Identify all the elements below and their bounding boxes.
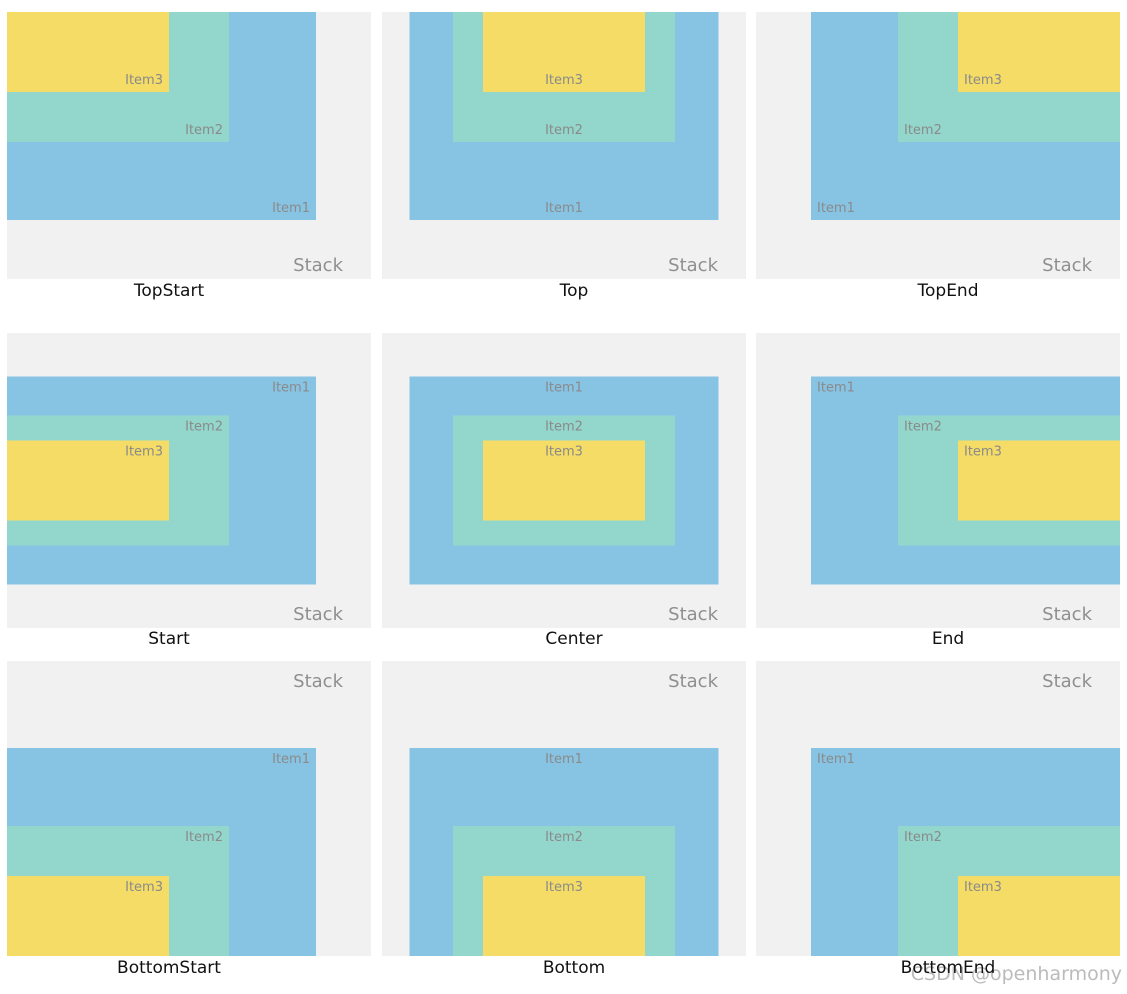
stack-item [7, 440, 169, 521]
item-label: Item2 [904, 123, 942, 138]
item-label: Item2 [545, 420, 583, 435]
stack-item [7, 12, 169, 92]
item-label: Item3 [125, 880, 163, 895]
stack-item [483, 12, 645, 92]
stack-item [958, 876, 1120, 956]
stack-label: Stack [1042, 604, 1092, 625]
stack-label: Stack [293, 671, 343, 692]
stack-item [483, 876, 645, 956]
stack-label: Stack [293, 255, 343, 276]
stack-label: Stack [668, 255, 718, 276]
item-label: Item1 [545, 752, 583, 767]
item-label: Item1 [817, 201, 855, 216]
item-label: Item3 [545, 880, 583, 895]
item-label: Item2 [185, 123, 223, 138]
stack-label: Stack [668, 604, 718, 625]
stack-item [7, 876, 169, 956]
item-label: Item3 [125, 445, 163, 460]
stack-label: Stack [1042, 255, 1092, 276]
item-label: Item3 [964, 880, 1002, 895]
item-label: Item1 [545, 381, 583, 396]
stack-item [483, 440, 645, 521]
stack-label: Stack [293, 604, 343, 625]
stack-label: Stack [668, 671, 718, 692]
item-label: Item3 [125, 73, 163, 88]
caption: BottomStart [117, 958, 221, 978]
item-label: Item2 [545, 830, 583, 845]
item-label: Item1 [817, 381, 855, 396]
item-label: Item2 [904, 420, 942, 435]
item-label: Item1 [272, 381, 310, 396]
item-label: Item1 [272, 201, 310, 216]
item-label: Item3 [964, 73, 1002, 88]
caption: End [932, 629, 964, 649]
caption: Top [559, 281, 589, 301]
item-label: Item1 [272, 752, 310, 767]
caption: TopEnd [917, 281, 979, 301]
item-label: Item2 [185, 420, 223, 435]
item-label: Item3 [545, 445, 583, 460]
item-label: Item1 [817, 752, 855, 767]
item-label: Item2 [545, 123, 583, 138]
caption: Bottom [543, 958, 605, 978]
watermark: CSDN @openharmony [911, 963, 1122, 985]
caption: Start [148, 629, 190, 649]
item-label: Item3 [545, 73, 583, 88]
stack-label: Stack [1042, 671, 1092, 692]
stack-item [958, 12, 1120, 92]
item-label: Item1 [545, 201, 583, 216]
caption: BottomEnd [901, 958, 996, 978]
caption: Center [545, 629, 602, 649]
item-label: Item2 [185, 830, 223, 845]
stack-item [958, 440, 1120, 521]
caption: TopStart [133, 281, 205, 301]
item-label: Item3 [964, 445, 1002, 460]
item-label: Item2 [904, 830, 942, 845]
